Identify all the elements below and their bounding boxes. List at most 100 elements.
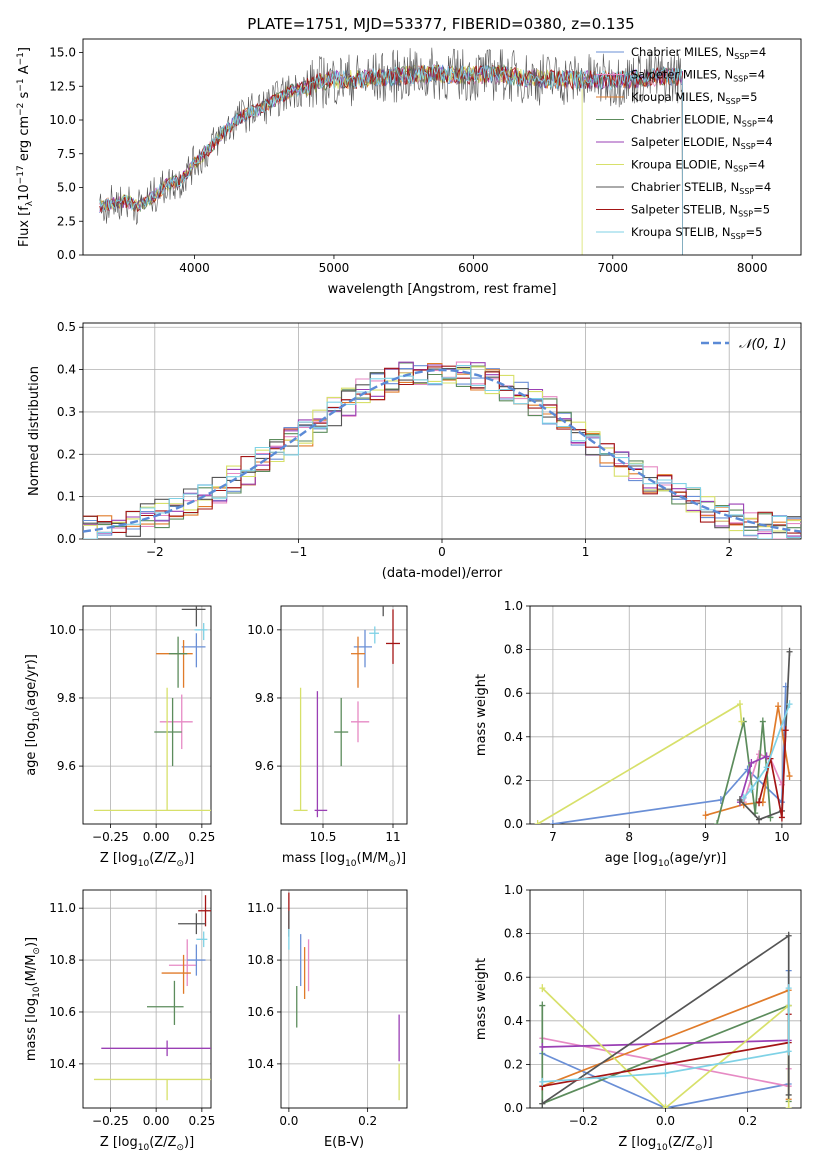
spectrum-line bbox=[99, 63, 683, 255]
legend-entry: Kroupa STELIB, NSSP=5 bbox=[631, 225, 762, 241]
weight-marker bbox=[786, 772, 793, 781]
legend-entry: 𝒩(0, 1) bbox=[739, 337, 786, 352]
y-tick-label: 0.2 bbox=[57, 447, 76, 461]
weight-marker bbox=[785, 984, 792, 993]
legend-entry: Chabrier ELODIE, NSSP=4 bbox=[631, 113, 774, 129]
y-tick-label: 9.8 bbox=[57, 691, 76, 705]
y-tick-label: 0.6 bbox=[504, 686, 523, 700]
axes-frame bbox=[82, 889, 212, 1109]
y-tick-label: 0.8 bbox=[504, 927, 523, 941]
weight-marker bbox=[785, 931, 792, 940]
y-tick-label: 2.5 bbox=[57, 214, 76, 228]
spectrum-line bbox=[99, 64, 683, 255]
x-tick-label: −0.25 bbox=[92, 1114, 129, 1128]
y-axis-label: mass [log10(M/M⊙)] bbox=[24, 937, 42, 1061]
y-tick-label: 0.2 bbox=[504, 1057, 523, 1071]
mass-vs-metallicity-panel: −0.25 0.00 0.25 10.4 10.6 10.8 11.0 Z [log10(Z/… bbox=[24, 889, 215, 1153]
x-tick-label: −0.2 bbox=[569, 1114, 598, 1128]
weight-marker bbox=[786, 700, 793, 709]
axes-frame bbox=[82, 322, 802, 540]
weight-marker bbox=[785, 1104, 792, 1108]
y-tick-label: 0.4 bbox=[504, 1014, 523, 1028]
weight-marker bbox=[763, 752, 770, 761]
weight-marker bbox=[763, 763, 770, 772]
y-tick-label: 0.4 bbox=[504, 730, 523, 744]
x-tick-label: 7 bbox=[549, 830, 557, 844]
mass-vs-ebv-panel: 0.0 0.2 10.4 10.6 10.8 11.0 E(B-V) bbox=[247, 889, 408, 1150]
spectrum-panel: 4000 5000 6000 7000 8000 0.0 2.5 5.0 7.5 10.0 12.5… bbox=[16, 38, 802, 297]
y-tick-label: 10.6 bbox=[49, 1005, 76, 1019]
weight-line bbox=[743, 703, 791, 799]
y-tick-label: 10.0 bbox=[247, 623, 274, 637]
weight-vs-metallicity-panel: −0.2 0.0 0.2 0.0 0.2 0.4 0.6 0.8 1.0 Z [log10(Z/Z… bbox=[474, 883, 802, 1153]
y-tick-label: 10.0 bbox=[49, 113, 76, 127]
x-tick-label: 0.25 bbox=[188, 830, 215, 844]
weight-marker bbox=[702, 811, 709, 820]
weight-marker bbox=[662, 1069, 669, 1078]
y-tick-label: 0.3 bbox=[57, 405, 76, 419]
spectrum-line bbox=[99, 47, 683, 255]
axes-frame bbox=[82, 605, 212, 825]
weight-lines bbox=[539, 931, 792, 1108]
x-tick-label: 10.5 bbox=[310, 830, 337, 844]
x-tick-label: 0.00 bbox=[143, 830, 170, 844]
y-tick-label: 0.1 bbox=[57, 490, 76, 504]
weight-marker bbox=[714, 820, 721, 824]
y-tick-label: 0.6 bbox=[504, 970, 523, 984]
figure-title: PLATE=1751, MJD=53377, FIBERID=0380, z=0… bbox=[247, 15, 634, 33]
x-tick-label: 10 bbox=[774, 830, 789, 844]
legend-entry: Chabrier STELIB, NSSP=4 bbox=[631, 180, 771, 196]
weight-marker bbox=[539, 1001, 546, 1010]
x-tick-label: 9 bbox=[702, 830, 710, 844]
x-tick-label: 1 bbox=[582, 545, 590, 559]
y-tick-label: 11.0 bbox=[49, 901, 76, 915]
weight-marker bbox=[786, 647, 793, 656]
y-tick-label: 0.5 bbox=[57, 320, 76, 334]
histogram-line bbox=[83, 362, 801, 531]
x-axis-label: Z [log10(Z/Z⊙)] bbox=[100, 1135, 194, 1153]
weight-marker bbox=[756, 815, 763, 824]
y-tick-label: 7.5 bbox=[57, 147, 76, 161]
y-tick-label: 0.8 bbox=[504, 643, 523, 657]
legend-entry: Chabrier MILES, NSSP=4 bbox=[631, 45, 766, 61]
histograms bbox=[83, 361, 801, 539]
weight-marker bbox=[748, 785, 755, 794]
weight-marker bbox=[736, 796, 743, 805]
x-axis-label: E(B-V) bbox=[324, 1135, 364, 1150]
age-vs-mass-panel: 10.5 11 9.6 9.8 10.0 mass [log10(M/M⊙)] bbox=[247, 605, 408, 869]
weight-marker bbox=[740, 793, 747, 802]
y-tick-label: 10.4 bbox=[247, 1057, 274, 1071]
weight-line bbox=[542, 988, 790, 1083]
x-axis-label: (data-model)/error bbox=[382, 566, 503, 581]
y-tick-label: 11.0 bbox=[247, 901, 274, 915]
weight-marker bbox=[785, 1047, 792, 1056]
weight-vs-age-panel: 7 8 9 10 0.0 0.2 0.4 0.6 0.8 1.0 age [log10(age/yr… bbox=[474, 599, 802, 869]
weight-marker bbox=[549, 820, 556, 824]
y-tick-label: 0.0 bbox=[57, 532, 76, 546]
weight-marker bbox=[782, 726, 789, 735]
y-tick-label: 9.8 bbox=[255, 691, 274, 705]
weight-marker bbox=[736, 700, 743, 709]
weight-line bbox=[537, 702, 743, 824]
x-tick-label: −2 bbox=[146, 545, 164, 559]
axes-frame bbox=[82, 38, 802, 256]
x-tick-label: 7000 bbox=[598, 261, 629, 275]
x-tick-label: 8 bbox=[625, 830, 633, 844]
y-tick-label: 9.6 bbox=[255, 759, 274, 773]
y-axis-label: Normed distribution bbox=[27, 366, 42, 496]
weight-line bbox=[758, 730, 787, 818]
weight-marker bbox=[775, 702, 782, 711]
x-axis-label: Z [log10(Z/Z⊙)] bbox=[618, 1135, 712, 1153]
x-tick-label: 0 bbox=[438, 545, 446, 559]
x-tick-label: 0.2 bbox=[358, 1114, 377, 1128]
x-axis-label: age [log10(age/yr)] bbox=[605, 851, 727, 869]
x-axis-label: wavelength [Angstrom, rest frame] bbox=[328, 282, 557, 297]
x-tick-label: 6000 bbox=[458, 261, 489, 275]
x-tick-label: 11 bbox=[385, 830, 400, 844]
gaussian-curve bbox=[83, 368, 801, 533]
x-axis-label: mass [log10(M/M⊙)] bbox=[282, 851, 406, 869]
residuals-panel: −2 −1 0 1 2 0.0 0.1 0.2 0.3 0.4 0.5 (data-model)/er… bbox=[27, 320, 802, 581]
weight-marker bbox=[778, 813, 785, 822]
weight-marker bbox=[539, 1042, 546, 1051]
